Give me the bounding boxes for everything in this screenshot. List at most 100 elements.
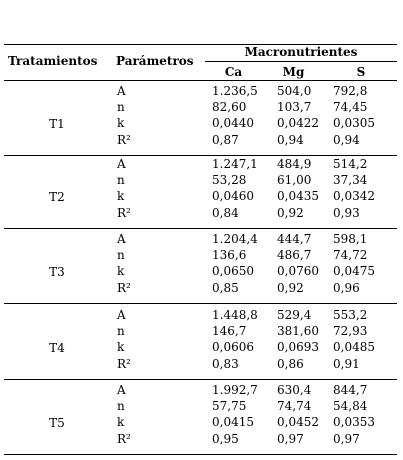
parameter: n	[117, 173, 125, 187]
rule	[4, 303, 397, 304]
rule	[205, 61, 397, 62]
cell: 0,0452	[277, 415, 319, 429]
cell: 0,92	[277, 281, 304, 295]
cell: 0,92	[277, 206, 304, 220]
cell: 504,0	[277, 84, 312, 98]
cell: 0,0353	[333, 415, 375, 429]
cell: 0,0305	[333, 116, 375, 130]
cell: 72,93	[333, 324, 368, 338]
cell: 0,0475	[333, 264, 375, 278]
cell: 0,95	[212, 432, 239, 446]
header-subcolumn: S	[356, 65, 366, 79]
parameter: k	[117, 415, 125, 429]
parameter: A	[117, 383, 126, 397]
rule	[4, 44, 397, 45]
rule	[4, 228, 397, 229]
parameter: R²	[117, 281, 131, 295]
cell: 0,0460	[212, 189, 254, 203]
parameter: A	[117, 157, 126, 171]
parameter: R²	[117, 206, 131, 220]
cell: 0,0606	[212, 340, 254, 354]
cell: 0,85	[212, 281, 239, 295]
cell: 598,1	[333, 232, 368, 246]
cell: 0,83	[212, 357, 239, 371]
cell: 0,97	[333, 432, 360, 446]
header-group: Macronutrientes	[244, 45, 358, 59]
cell: 0,94	[277, 133, 304, 147]
treatment: T5	[49, 416, 65, 430]
cell: 484,9	[277, 157, 312, 171]
parameter: R²	[117, 357, 131, 371]
cell: 0,0693	[277, 340, 319, 354]
cell: 0,0650	[212, 264, 254, 278]
cell: 514,2	[333, 157, 368, 171]
cell: 0,87	[212, 133, 239, 147]
parameter: n	[117, 324, 125, 338]
cell: 529,4	[277, 308, 312, 322]
cell: 0,96	[333, 281, 360, 295]
parameter: k	[117, 340, 125, 354]
cell: 1.204,4	[212, 232, 258, 246]
cell: 844,7	[333, 383, 368, 397]
cell: 0,0342	[333, 189, 375, 203]
cell: 444,7	[277, 232, 312, 246]
cell: 0,0435	[277, 189, 319, 203]
parameter: R²	[117, 432, 131, 446]
rule	[4, 379, 397, 380]
cell: 1.247,1	[212, 157, 258, 171]
cell: 0,0415	[212, 415, 254, 429]
cell: 53,28	[212, 173, 247, 187]
cell: 0,0422	[277, 116, 319, 130]
cell: 1.236,5	[212, 84, 258, 98]
treatment: T4	[49, 341, 65, 355]
cell: 0,84	[212, 206, 239, 220]
rule	[4, 80, 397, 81]
parameter: A	[117, 232, 126, 246]
cell: 0,91	[333, 357, 360, 371]
parameter: n	[117, 248, 125, 262]
cell: 103,7	[277, 100, 312, 114]
cell: 74,45	[333, 100, 368, 114]
cell: 146,7	[212, 324, 247, 338]
cell: 37,34	[333, 173, 368, 187]
parameter: R²	[117, 133, 131, 147]
cell: 0,94	[333, 133, 360, 147]
parameter: A	[117, 308, 126, 322]
parameter: k	[117, 264, 125, 278]
cell: 381,60	[277, 324, 319, 338]
parameter: n	[117, 399, 125, 413]
cell: 486,7	[277, 248, 312, 262]
cell: 0,93	[333, 206, 360, 220]
header-treatment: Tratamientos	[8, 54, 98, 68]
rule	[4, 454, 397, 455]
cell: 74,72	[333, 248, 368, 262]
rule	[4, 155, 397, 156]
parameter: k	[117, 189, 125, 203]
cell: 1.448,8	[212, 308, 258, 322]
treatment: T3	[49, 265, 65, 279]
cell: 0,86	[277, 357, 304, 371]
treatment: T1	[49, 117, 65, 131]
cell: 0,97	[277, 432, 304, 446]
cell: 0,0760	[277, 264, 319, 278]
cell: 74,74	[277, 399, 312, 413]
cell: 82,60	[212, 100, 247, 114]
cell: 0,0485	[333, 340, 375, 354]
header-subcolumn: Mg	[282, 65, 305, 79]
cell: 136,6	[212, 248, 247, 262]
cell: 792,8	[333, 84, 368, 98]
parameter: n	[117, 100, 125, 114]
treatment: T2	[49, 190, 65, 204]
parameter: k	[117, 116, 125, 130]
header-parameter: Parámetros	[116, 54, 194, 68]
parameter: A	[117, 84, 126, 98]
cell: 630,4	[277, 383, 312, 397]
cell: 61,00	[277, 173, 312, 187]
header-subcolumn: Ca	[224, 65, 243, 79]
cell: 0,0440	[212, 116, 254, 130]
cell: 57,75	[212, 399, 247, 413]
cell: 1.992,7	[212, 383, 258, 397]
cell: 553,2	[333, 308, 368, 322]
cell: 54,84	[333, 399, 368, 413]
